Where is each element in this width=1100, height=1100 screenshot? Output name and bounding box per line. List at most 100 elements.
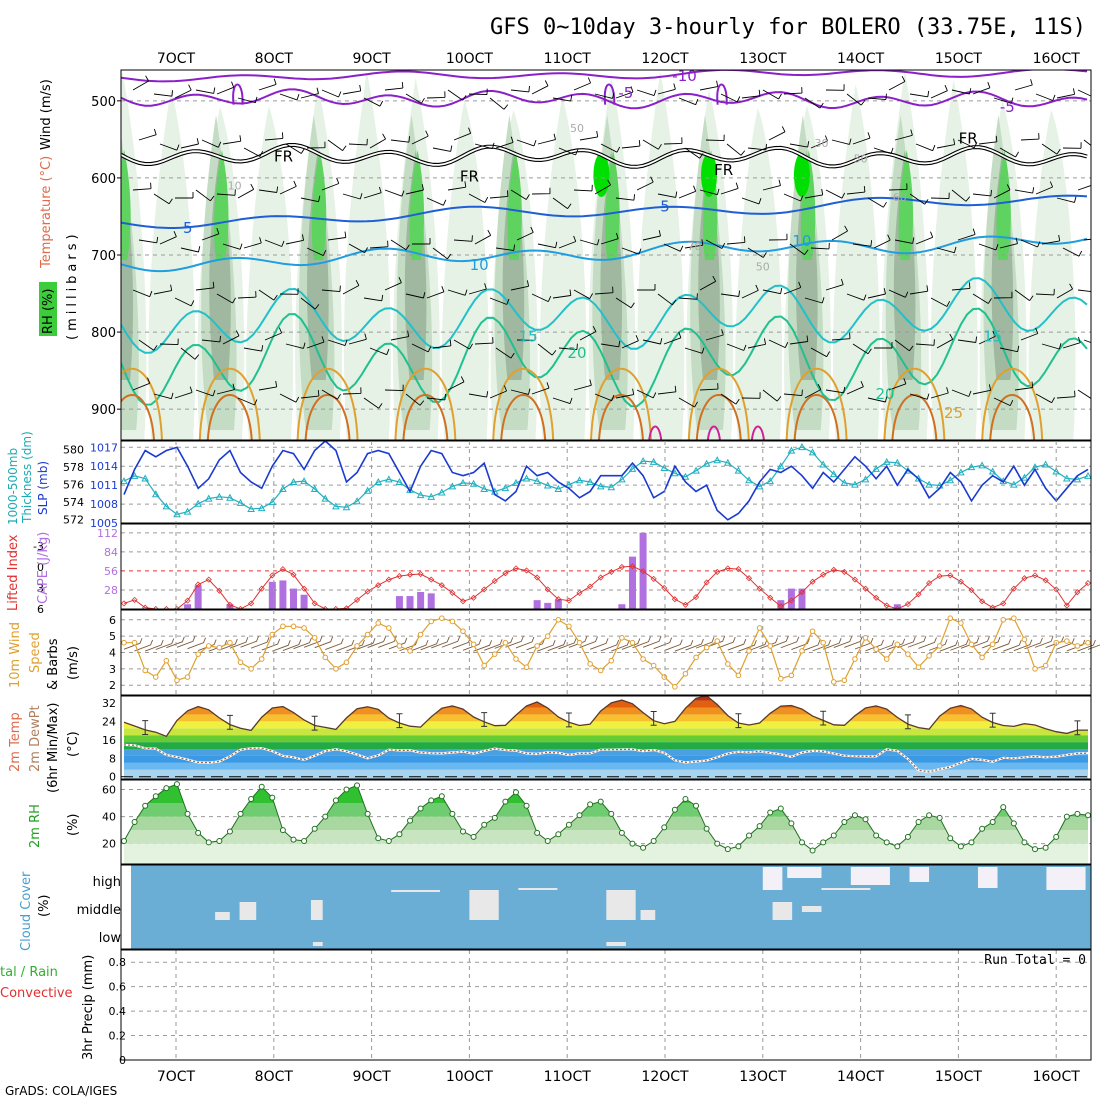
wind-speed-point	[174, 677, 180, 684]
wind-barb	[678, 397, 698, 408]
wind-barb	[237, 291, 257, 299]
contour-25	[785, 367, 848, 440]
wind-speed-point	[714, 638, 721, 644]
wind-barb	[237, 96, 258, 104]
contour-30	[989, 394, 1036, 440]
wind-speed-point	[333, 666, 339, 672]
li-point	[820, 571, 827, 578]
wind-barb	[999, 237, 1018, 249]
wind-barb	[1062, 142, 1082, 149]
temp-tick-label: 0	[109, 771, 116, 784]
wind-speed-point	[788, 672, 795, 679]
li-point	[767, 594, 774, 601]
rh-point	[979, 825, 986, 832]
li-point	[904, 601, 911, 608]
thickness-point	[967, 463, 976, 471]
rh-point	[714, 840, 721, 847]
contour-label: -5	[1000, 98, 1015, 116]
thickness-point	[183, 507, 192, 515]
temp-minmax-bar	[565, 712, 572, 728]
wind-barb	[153, 392, 174, 400]
wind-barb	[909, 393, 930, 400]
surface-barb	[833, 636, 853, 648]
wind-barb	[495, 347, 515, 359]
wind-barb	[1035, 181, 1054, 195]
wind-barb	[342, 193, 363, 200]
wind-speed-point	[386, 625, 392, 631]
wind-tick-label: 6	[109, 614, 116, 627]
li-point	[1074, 589, 1081, 596]
li-tick-label: 6	[37, 603, 44, 616]
cape-tick-label: 84	[104, 546, 118, 559]
wind-barb	[516, 334, 536, 341]
rh-point	[830, 832, 837, 839]
wind-barb	[426, 197, 447, 206]
rh-band-light	[148, 87, 196, 440]
upper-wind-label: Wind (m/s)	[39, 79, 54, 150]
wind-speed-point	[375, 620, 382, 626]
rh-point	[163, 785, 170, 792]
surface-barb	[123, 638, 143, 650]
wind-barb	[573, 379, 592, 391]
wind-barb	[810, 135, 829, 149]
wind-barb	[621, 140, 641, 149]
wind-barb	[831, 225, 848, 241]
thickness-point	[649, 457, 658, 465]
li-point	[459, 598, 467, 605]
wind-barb	[615, 194, 636, 201]
cape-bar	[777, 600, 785, 609]
precip-label: 3hr Precip (mm)	[81, 955, 96, 1060]
surface-barb	[335, 639, 355, 652]
pressure-tick-label: 600	[91, 172, 116, 187]
precip-legend-convective: Convective	[0, 986, 73, 1001]
wind-label-4: (m/s)	[66, 646, 81, 680]
li-point	[809, 578, 816, 585]
wind-barb	[867, 288, 886, 299]
rh-point	[301, 837, 308, 844]
li-point	[650, 575, 657, 582]
contour-label: FR	[714, 161, 733, 179]
surface-barb	[642, 636, 662, 648]
slp-tick-label: 1011	[90, 479, 118, 492]
li-point	[248, 600, 255, 607]
wind-speed-point	[777, 675, 784, 682]
thickness-point	[141, 474, 150, 482]
surface-barb	[918, 637, 937, 649]
wind-speed-point	[1085, 639, 1091, 646]
li-point	[491, 577, 498, 585]
surface-barb	[1034, 636, 1054, 648]
cape-bar	[268, 581, 276, 609]
surface-barb	[356, 638, 376, 650]
wind-barb	[159, 338, 179, 346]
wind-barb	[741, 89, 761, 99]
wind-barb	[159, 231, 177, 245]
rh-point	[746, 832, 753, 839]
surface-barb	[950, 639, 969, 651]
upper-air-panel: -10 -5 -5 FR FR FR FR 5 5 10 10 15 15 20 20 25 50 50 30 10 6…	[39, 67, 1092, 441]
li-point	[502, 570, 509, 577]
rh-point	[491, 814, 498, 821]
wind-barb	[831, 138, 852, 145]
wind-barb	[573, 184, 593, 192]
wind-10m-panel: 6 5 4 3 2 10m Wind Speed & Barbs (m/s)	[8, 609, 1100, 696]
li-point	[703, 579, 710, 586]
cloud-clear-gap	[801, 906, 822, 912]
wind-barb	[489, 190, 509, 199]
contour-30	[500, 394, 547, 440]
wind-barb	[426, 393, 446, 401]
precip-frame	[120, 949, 1092, 1061]
wind-speed-point	[915, 664, 922, 671]
wind-barb	[1014, 79, 1033, 91]
wind-barb	[789, 141, 810, 148]
wind-barb	[279, 393, 300, 403]
wind-barb	[720, 290, 741, 297]
rh-point	[428, 797, 435, 804]
rh-point	[798, 839, 805, 846]
surface-barb	[282, 639, 302, 651]
wind-barb	[474, 229, 492, 245]
wind-barb	[468, 391, 489, 398]
wind-barb	[867, 93, 887, 101]
rh-point	[703, 825, 710, 832]
rh-point	[883, 839, 890, 846]
wind-barb	[411, 343, 432, 353]
